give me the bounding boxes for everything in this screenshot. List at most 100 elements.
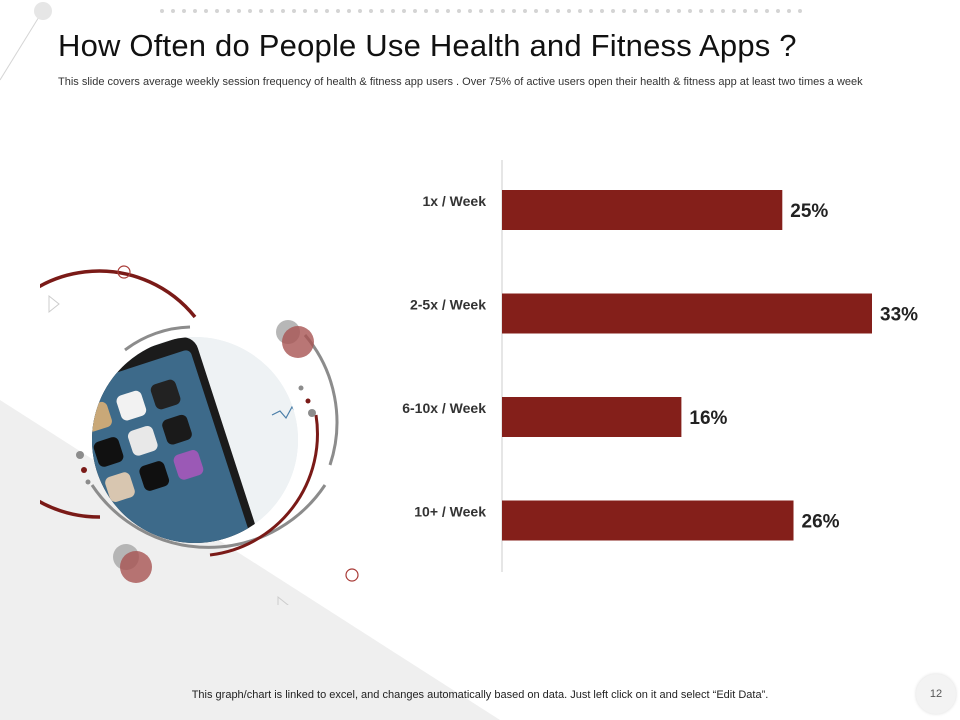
top-dot: [424, 9, 428, 13]
podcast-app-icon: [173, 450, 204, 480]
outer-gray-arc: [90, 484, 327, 549]
heart-app-icon: [116, 390, 147, 421]
value-label: 25%: [790, 201, 828, 222]
top-dot: [413, 9, 417, 13]
top-dot: [204, 9, 208, 13]
top-dot: [446, 9, 450, 13]
footnote: This graph/chart is linked to excel, and…: [191, 689, 769, 701]
top-dot: [732, 9, 736, 13]
top-dot: [479, 9, 483, 13]
value-label: 16%: [689, 408, 727, 429]
value-label: 26%: [802, 512, 840, 533]
top-dot: [281, 9, 285, 13]
app-icon: [127, 425, 158, 456]
outer-red-arc: [40, 269, 197, 519]
dot: [81, 467, 87, 473]
app-icon: [162, 414, 192, 445]
top-dot: [358, 9, 362, 13]
phone-photo: [92, 337, 298, 543]
app-icon: [92, 401, 112, 432]
top-dot: [534, 9, 538, 13]
top-dot: [611, 9, 615, 13]
top-dot: [215, 9, 219, 13]
top-dot: [325, 9, 329, 13]
dot: [308, 409, 316, 417]
top-dot: [512, 9, 516, 13]
red-bubble: [120, 551, 152, 583]
top-dot: [457, 9, 461, 13]
phone-illustration: [40, 265, 359, 605]
top-dot: [622, 9, 626, 13]
top-dot: [171, 9, 175, 13]
top-dot: [523, 9, 527, 13]
small-ring: [117, 265, 131, 279]
top-dot: [765, 9, 769, 13]
top-dot: [182, 9, 186, 13]
right-gray-arc: [303, 334, 339, 466]
top-dot: [347, 9, 351, 13]
top-dot: [743, 9, 747, 13]
play-triangle-icon: [48, 294, 60, 314]
red-bubble: [282, 326, 314, 358]
top-dot: [798, 9, 802, 13]
top-dot: [600, 9, 604, 13]
category-label: 10+ / Week: [414, 504, 486, 520]
top-dot: [303, 9, 307, 13]
slide-title: How Often do People Use Health and Fitne…: [58, 28, 797, 63]
app-icon: [93, 437, 124, 467]
top-dot: [248, 9, 252, 13]
top-dot: [336, 9, 340, 13]
top-dot: [226, 9, 230, 13]
app-icon: [105, 472, 135, 502]
bar: [502, 293, 872, 334]
slide-subtitle: This slide covers average weekly session…: [58, 76, 863, 88]
dot-row: [160, 9, 802, 13]
top-dot: [259, 9, 263, 13]
bar: [502, 190, 783, 230]
top-dot: [556, 9, 560, 13]
inner-gray-arc: [124, 325, 191, 352]
top-dot: [655, 9, 659, 13]
app-icon: [150, 379, 181, 410]
top-dot: [369, 9, 373, 13]
top-dot: [589, 9, 593, 13]
top-dot: [468, 9, 472, 13]
dot: [298, 385, 304, 391]
chart-bars: 1x / Week 25% 2-5x / Week 33% 6-10x / Week 16…: [402, 190, 918, 541]
category-label: 2-5x / Week: [410, 297, 486, 313]
top-dot: [567, 9, 571, 13]
top-dot: [402, 9, 406, 13]
top-dot: [490, 9, 494, 13]
top-dot: [270, 9, 274, 13]
top-dot: [677, 9, 681, 13]
graph-line: [271, 403, 298, 420]
dot: [76, 451, 84, 459]
top-dot: [754, 9, 758, 13]
top-dot: [193, 9, 197, 13]
inner-red-arc: [209, 414, 319, 557]
top-dot: [787, 9, 791, 13]
top-dot: [721, 9, 725, 13]
page-number: 12: [916, 674, 956, 714]
top-dot: [578, 9, 582, 13]
small-ring: [345, 568, 359, 582]
watch-app-icon: [139, 461, 170, 491]
value-label: 33%: [880, 305, 918, 326]
bar: [502, 500, 794, 541]
top-dotted-rule: [34, 2, 802, 20]
top-dot: [688, 9, 692, 13]
category-label: 1x / Week: [422, 193, 486, 209]
category-label: 6-10x / Week: [402, 400, 486, 416]
top-dot: [666, 9, 670, 13]
top-dot: [391, 9, 395, 13]
top-left-circle: [34, 2, 52, 20]
top-dot: [435, 9, 439, 13]
top-dot: [160, 9, 164, 13]
frequency-bar-chart: 1x / Week 25% 2-5x / Week 33% 6-10x / Week 16…: [402, 160, 918, 572]
dot: [85, 479, 91, 485]
bar: [502, 397, 682, 437]
top-dot: [633, 9, 637, 13]
top-dot: [644, 9, 648, 13]
top-dot: [237, 9, 241, 13]
play-triangle-icon: [277, 595, 289, 605]
